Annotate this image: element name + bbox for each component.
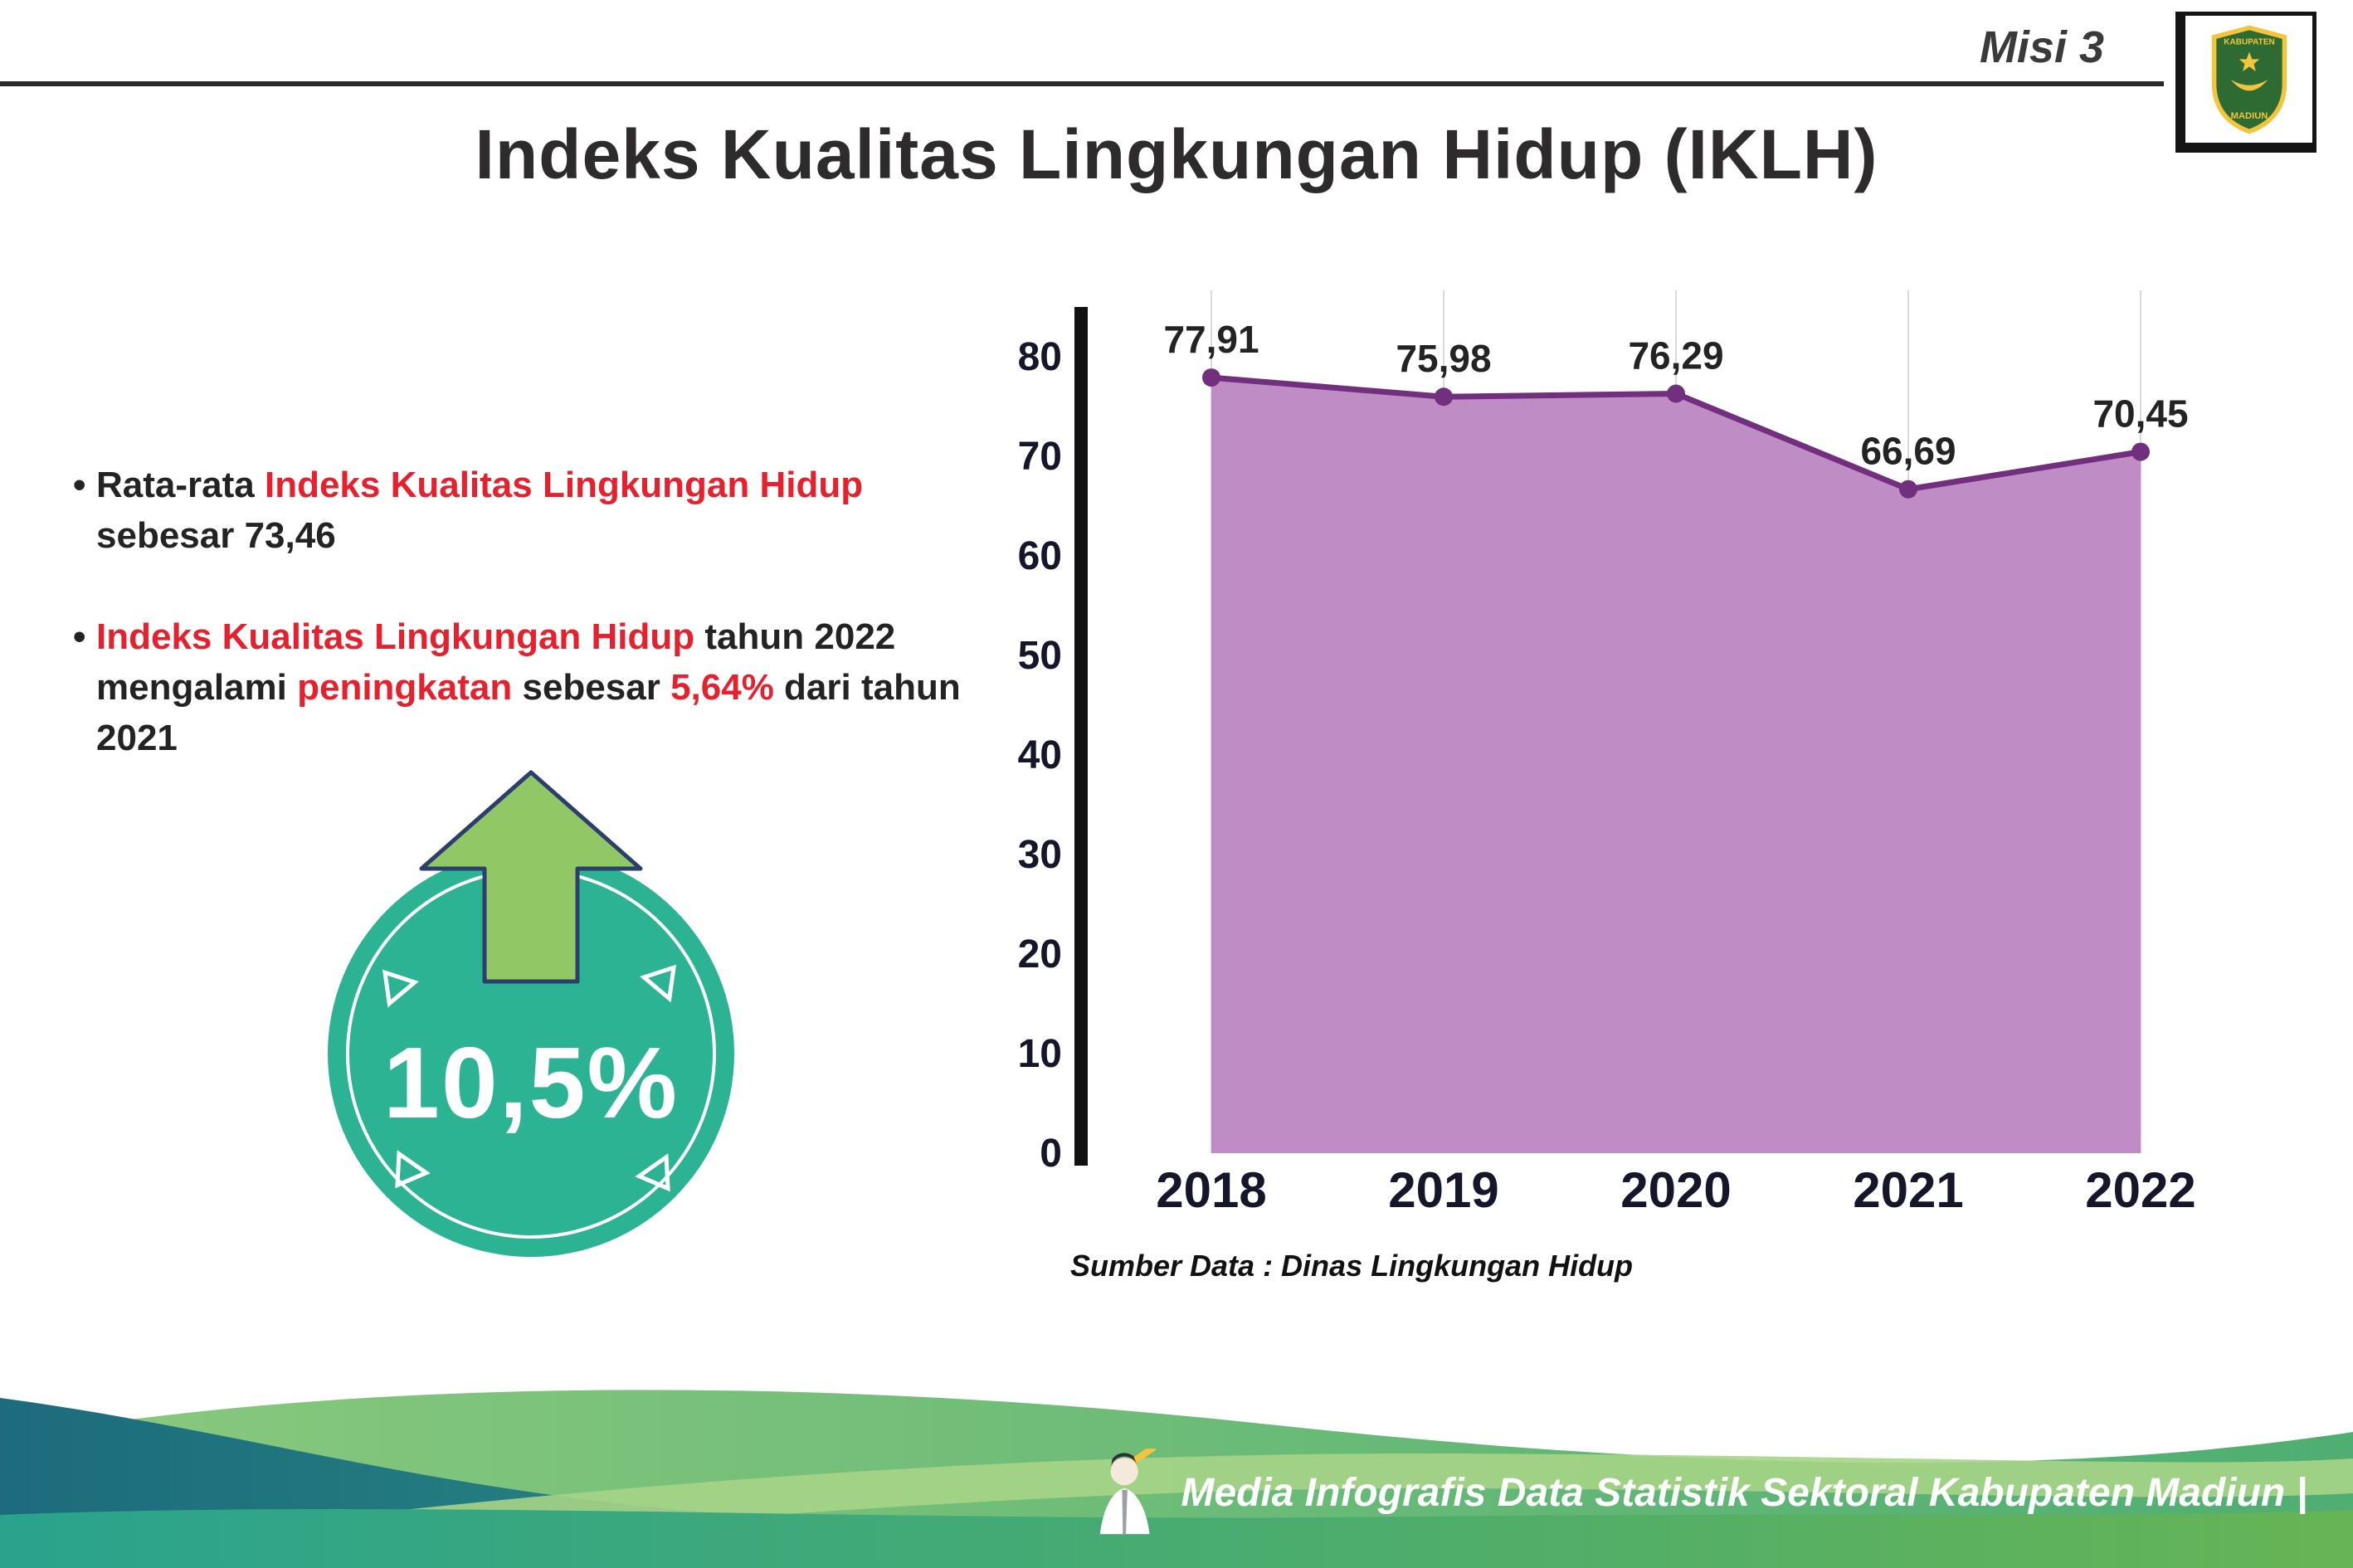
y-axis-tick-label: 0 [1040,1132,1062,1176]
bullet2-highlight-3: 5,64% [670,667,774,709]
y-axis-tick-label: 30 [1018,833,1062,877]
data-point-label: 76,29 [1628,334,1723,377]
x-axis-tick-label: 2020 [1620,1162,1731,1218]
footer-credit-text: Media Infografis Data Statistik Sektoral… [1181,1470,2307,1515]
data-point [1202,368,1220,387]
misi-label: Misi 3 [1979,22,2104,72]
data-point-label: 70,45 [2092,392,2188,436]
increase-arrow-icon [419,770,643,984]
y-axis-tick-label: 70 [1018,435,1062,479]
footer: Media Infografis Data Statistik Sektoral… [0,1352,2353,1568]
y-axis-tick-label: 40 [1018,733,1062,777]
y-axis-tick-label: 60 [1018,534,1062,578]
area-fill [1211,377,2141,1153]
iklh-area-chart: 0 10 20 30 40 50 60 70 80 77,91 2018 75,98 2019 76,29… [1018,290,2196,1218]
data-point-label: 66,69 [1860,430,1956,473]
footer-credit: Media Infografis Data Statistik Sektoral… [1088,1449,2307,1536]
coat-of-arms-icon: KABUPATEN MADIUN [2211,25,2287,134]
bullet2-post: dari tahun 2021 [96,667,961,758]
bullet-increase-2022: Indeks Kualitas Lingkungan Hidup tahun 2… [73,612,961,763]
bullet1-pre: Rata-rata [96,465,265,505]
bullet2-highlight-2: peningkatan [297,667,513,709]
increase-percentage: 10,5% [383,1026,679,1139]
mascot-icon [1100,1449,1157,1535]
chart-source-note: Sumber Data : Dinas Lingkungan Hidup [1070,1249,1634,1283]
data-point [2131,442,2150,461]
data-point [1435,387,1453,407]
data-point [1667,384,1685,403]
kabupaten-madiun-logo: KABUPATEN MADIUN [2175,12,2316,153]
data-point [1899,480,1917,499]
x-axis-tick-label: 2019 [1388,1162,1498,1218]
y-axis-line [1074,307,1088,1166]
summary-bullets: Rata-rata Indeks Kualitas Lingkungan Hid… [73,460,961,816]
x-axis-tick-label: 2018 [1156,1162,1266,1218]
bullet1-highlight: Indeks Kualitas Lingkungan Hidup [264,465,864,505]
bullet2-mid-1: tahun 2022 mengalami [96,616,896,709]
y-axis-tick-label: 20 [1018,933,1062,976]
data-point-label: 75,98 [1396,337,1491,380]
logo-text-top: KABUPATEN [2224,37,2275,46]
y-axis-tick-label: 10 [1018,1032,1062,1076]
footer-waves-decoration [0,1390,2353,1568]
x-axis-tick-label: 2021 [1853,1162,1963,1218]
y-axis-tick-label: 80 [1018,335,1062,379]
bullet-average-iklh: Rata-rata Indeks Kualitas Lingkungan Hid… [73,460,961,561]
bullet1-post: sebesar 73,46 [96,514,336,556]
bullet2-mid-2: sebesar [512,667,671,709]
x-axis-tick-label: 2022 [2085,1162,2195,1218]
page-title: Indeks Kualitas Lingkungan Hidup (IKLH) [475,115,1878,193]
y-axis-tick-label: 50 [1018,634,1062,678]
data-point-label: 77,91 [1163,318,1259,361]
badge-triangle-decorations [382,964,677,1192]
header-divider-line [0,81,2164,86]
bullet2-highlight-1: Indeks Kualitas Lingkungan Hidup [96,616,695,658]
increase-badge: 10,5% [328,770,734,1257]
logo-text-bottom: MADIUN [2230,110,2268,120]
